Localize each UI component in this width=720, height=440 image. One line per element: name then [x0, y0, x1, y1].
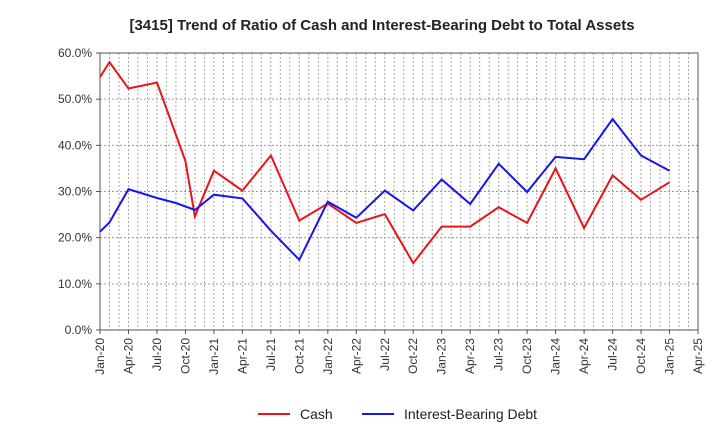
- y-tick-label: 20.0%: [58, 231, 92, 245]
- x-tick-label: Oct-22: [406, 338, 420, 374]
- y-tick-label: 60.0%: [58, 46, 92, 60]
- x-tick-label: Jul-20: [150, 338, 164, 371]
- debt-line: [99, 117, 670, 262]
- chart-title: [3415] Trend of Ratio of Cash and Intere…: [129, 17, 634, 34]
- y-tick-label: 40.0%: [58, 138, 92, 152]
- series-group: [99, 60, 671, 265]
- x-tick-label: Jan-24: [549, 338, 563, 375]
- x-tick-label: Jan-21: [207, 338, 221, 375]
- y-axis: 0.0% 10.0% 20.0% 30.0% 40.0% 50.0% 60.0%: [58, 46, 100, 337]
- y-tick-label: 50.0%: [58, 92, 92, 106]
- y-tick-label: 10.0%: [58, 277, 92, 291]
- x-tick-label: Jan-23: [435, 338, 449, 375]
- x-tick-label: Apr-25: [691, 338, 705, 374]
- x-axis: Jan-20 Apr-20 Jul-20 Oct-20 Jan-21 Apr-21 Jul-…: [93, 330, 705, 375]
- x-tick-label: Jan-25: [663, 338, 677, 375]
- x-tick-label: Oct-21: [292, 338, 306, 374]
- x-tick-label: Oct-24: [634, 338, 648, 374]
- x-tick-label: Jul-23: [492, 338, 506, 371]
- legend-label: Interest-Bearing Debt: [404, 406, 537, 422]
- cash-line: [99, 60, 671, 265]
- legend: Cash Interest-Bearing Debt: [258, 406, 537, 422]
- x-tick-label: Apr-21: [235, 338, 249, 374]
- x-tick-label: Jul-21: [264, 338, 278, 371]
- x-tick-label: Jul-22: [378, 338, 392, 371]
- y-tick-label: 30.0%: [58, 185, 92, 199]
- x-tick-label: Oct-23: [520, 338, 534, 374]
- x-tick-label: Jul-24: [606, 338, 620, 371]
- x-tick-label: Apr-24: [577, 338, 591, 374]
- x-tick-label: Jan-20: [93, 338, 107, 375]
- legend-label: Cash: [300, 406, 333, 422]
- x-tick-label: Jan-22: [321, 338, 335, 375]
- x-tick-label: Apr-22: [349, 338, 363, 374]
- y-tick-label: 0.0%: [65, 323, 93, 337]
- x-tick-label: Oct-20: [178, 338, 192, 374]
- x-tick-label: Apr-20: [121, 338, 135, 374]
- x-tick-label: Apr-23: [463, 338, 477, 374]
- plot-frame: [99, 52, 699, 331]
